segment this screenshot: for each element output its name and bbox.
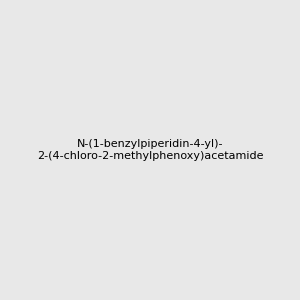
Text: N-(1-benzylpiperidin-4-yl)-
2-(4-chloro-2-methylphenoxy)acetamide: N-(1-benzylpiperidin-4-yl)- 2-(4-chloro-… (37, 139, 263, 161)
